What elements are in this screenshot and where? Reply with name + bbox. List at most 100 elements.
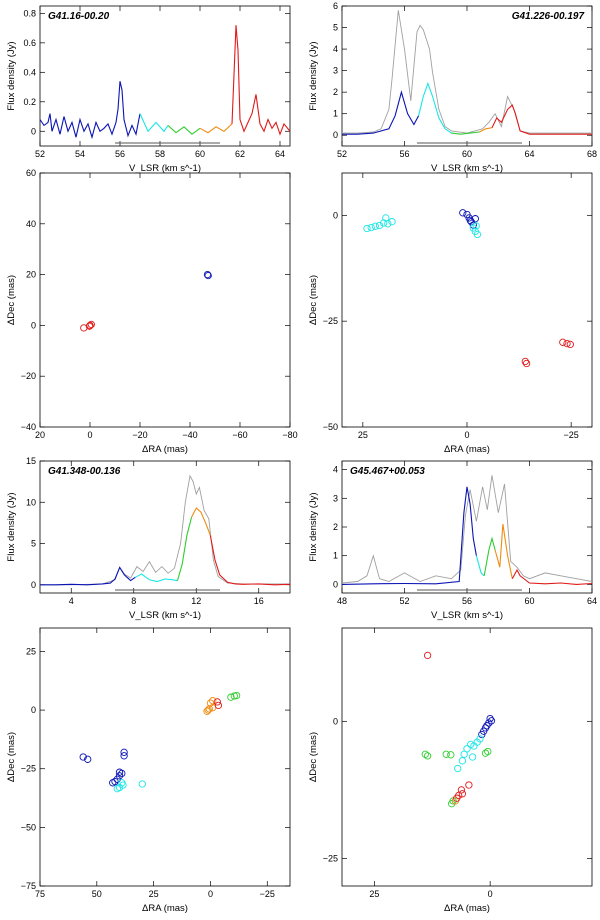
y-tick-label: −25 <box>323 316 338 326</box>
y-tick-label: −50 <box>323 422 338 432</box>
series-orange <box>494 524 513 579</box>
series-red <box>511 568 592 585</box>
y-tick-label: 0 <box>31 320 36 330</box>
y-axis-label: ΔDec (mas) <box>308 275 319 325</box>
maser-spot-green <box>447 751 455 759</box>
maser-spot-blue <box>120 752 128 760</box>
maser-spot-blue <box>84 755 92 763</box>
maser-spot-green <box>232 691 241 700</box>
maser-spot-cyan <box>375 221 384 230</box>
y-tick-label: −25 <box>323 854 338 864</box>
plot-area <box>80 270 212 332</box>
series-orange <box>479 127 493 133</box>
maser-spot-blue <box>120 748 128 756</box>
x-axis-label: V_LSR (km s^-1) <box>431 610 503 621</box>
x-tick-label: 64 <box>275 149 285 159</box>
maser-spot-green <box>484 747 492 756</box>
x-axis-label: V_LSR (km s^-1) <box>129 610 201 621</box>
maser-spot-red <box>563 339 571 348</box>
panel-spec1: 52 54 56 58 60 62 64 0 0.2 0.4 0.6 0.8 V_LSR (km s^-… <box>6 5 291 174</box>
maser-spot-cyan <box>460 750 468 758</box>
x-tick-label: 0 <box>488 889 493 899</box>
x-tick-label: 64 <box>587 596 597 606</box>
x-tick-label: 52 <box>337 149 347 159</box>
maser-spot-red <box>213 698 221 706</box>
series-green <box>483 536 496 576</box>
maser-spot-blue <box>486 714 494 723</box>
x-tick-label: −60 <box>232 430 247 440</box>
y-axis-label: Flux density (Jy) <box>6 41 17 110</box>
panel-title: G41.226-00.197 <box>512 11 585 22</box>
maser-spot-cyan <box>367 223 375 232</box>
y-tick-label: −25 <box>21 764 36 774</box>
y-tick-label: 4 <box>333 465 338 475</box>
maser-spot-orange <box>204 706 212 714</box>
series-red <box>491 104 592 135</box>
plot-area <box>421 651 496 808</box>
x-tick-label: 56 <box>115 149 125 159</box>
maser-spot-red <box>87 320 95 329</box>
x-axis-label: V_LSR (km s^-1) <box>129 163 201 174</box>
x-tick-label: 50 <box>92 889 102 899</box>
y-tick-label: −40 <box>21 422 36 432</box>
maser-spot-cyan <box>454 764 462 773</box>
maser-spot-cyan <box>380 219 388 227</box>
series-cyan <box>475 555 485 577</box>
x-tick-label: 54 <box>75 149 85 159</box>
plot-area <box>342 10 592 144</box>
panel-title: G41.348-00.136 <box>48 466 121 477</box>
maser-spot-blue <box>459 209 467 217</box>
series-green <box>167 124 201 135</box>
maser-spot-red <box>80 324 88 332</box>
x-tick-label: 60 <box>195 149 205 159</box>
x-tick-label: 75 <box>35 889 45 899</box>
series-blue <box>342 486 477 585</box>
series-orange <box>191 507 211 536</box>
x-tick-label: 12 <box>191 596 201 606</box>
plot-area <box>342 475 592 591</box>
y-tick-label: 25 <box>26 646 36 656</box>
maser-spot-green <box>481 749 490 757</box>
x-tick-label: 60 <box>462 149 472 159</box>
y-tick-label: 2 <box>333 87 338 97</box>
x-tick-label: 4 <box>69 596 74 606</box>
maser-spot-cyan <box>458 757 467 765</box>
x-tick-label: 25 <box>149 889 159 899</box>
maser-spot-cyan <box>388 218 396 226</box>
maser-spot-cyan <box>382 214 390 222</box>
panel-title: G45.467+00.053 <box>350 466 425 477</box>
x-tick-label: −25 <box>564 430 579 440</box>
maser-spot-cyan <box>472 222 480 230</box>
maser-spot-blue <box>478 730 486 739</box>
maser-spot-red <box>566 340 574 349</box>
y-axis-label: Flux density (Jy) <box>6 492 17 561</box>
x-tick-label: 52 <box>399 596 409 606</box>
series-red <box>231 25 290 136</box>
y-tick-label: 0 <box>333 210 338 220</box>
series-orange <box>199 123 233 134</box>
maser-spot-blue <box>109 779 117 787</box>
series-green <box>176 516 193 581</box>
maser-spot-cyan <box>473 230 482 239</box>
x-axis-label: ΔRA (mas) <box>444 444 490 455</box>
y-tick-label: 3 <box>333 66 338 76</box>
x-tick-label: 58 <box>155 149 165 159</box>
x-tick-label: 56 <box>399 149 409 159</box>
plot-area <box>40 25 290 144</box>
plot-frame <box>39 5 291 147</box>
x-tick-label: 62 <box>235 149 245 159</box>
panel-spots4: 25 0 −25 0 ΔRA (mas) ΔDec (mas) <box>308 627 593 914</box>
y-tick-label: 5 <box>31 539 36 549</box>
maser-spot-cyan <box>371 222 379 230</box>
series-cyan <box>135 573 178 583</box>
y-tick-label: 0.6 <box>23 38 36 48</box>
plot-area <box>79 691 241 793</box>
maser-spot-red <box>521 357 529 366</box>
y-tick-label: 3 <box>333 493 338 503</box>
y-tick-label: −50 <box>21 822 36 832</box>
x-tick-label: 52 <box>35 149 45 159</box>
maser-spot-cyan <box>363 224 371 233</box>
x-tick-label: 56 <box>462 596 472 606</box>
y-tick-label: 0 <box>333 579 338 589</box>
